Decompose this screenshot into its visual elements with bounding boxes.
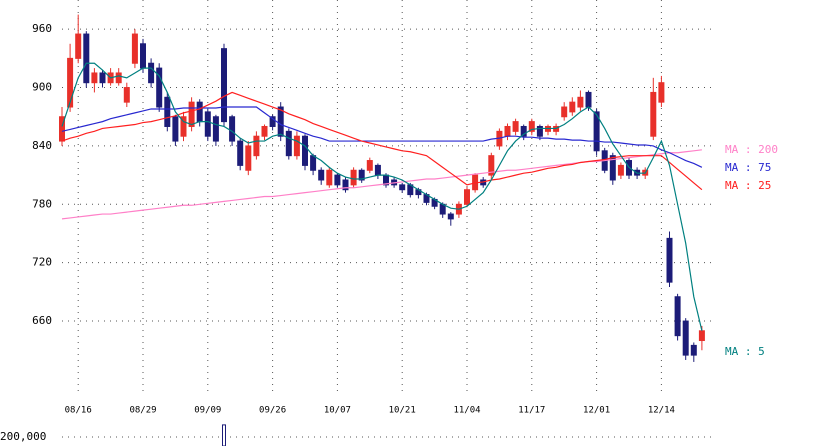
candle-body [123, 87, 130, 103]
candle-body [658, 82, 665, 103]
candle-body [520, 125, 527, 137]
candle-body [528, 121, 535, 132]
legend-label: MA : 25 [725, 179, 771, 192]
candle-body [212, 116, 219, 142]
candle-body [261, 125, 268, 137]
candle-body [204, 111, 211, 137]
candle-body [366, 160, 373, 171]
candle-body [666, 237, 673, 283]
candle-body [269, 116, 276, 127]
candle-body [140, 43, 146, 69]
x-tick-label: 08/29 [129, 406, 156, 416]
x-tick-label: 10/07 [324, 406, 351, 416]
candle-body [277, 106, 284, 137]
candle-body [504, 125, 511, 137]
x-tick-label: 09/09 [194, 406, 221, 416]
candle-body [617, 164, 624, 176]
candle-body [577, 96, 584, 108]
candle-body [75, 33, 82, 59]
candle-body [569, 101, 576, 113]
candle-body [682, 320, 689, 356]
candle-body [593, 111, 600, 152]
ma-line [61, 149, 702, 220]
x-tick-label: 12/14 [648, 406, 675, 416]
x-tick-label: 11/04 [453, 406, 480, 416]
candle-body [148, 62, 155, 84]
legend-label: MA : 5 [725, 345, 765, 358]
y-tick-label: 900 [32, 81, 52, 94]
candle-body [99, 72, 106, 84]
candle-body [488, 155, 495, 176]
y-tick-label: 780 [32, 197, 52, 210]
y-tick-label: 660 [32, 314, 52, 327]
legend-label: MA : 200 [725, 143, 778, 156]
volume-bar [222, 424, 226, 446]
candle-body [172, 116, 179, 142]
candle-body [698, 330, 705, 342]
candle-body [650, 91, 657, 137]
x-tick-label: 11/17 [518, 406, 545, 416]
legend-label: MA : 75 [725, 161, 771, 174]
candle-body [293, 135, 300, 157]
candle-body [237, 140, 244, 166]
candle-body [334, 174, 341, 186]
candle-body [221, 48, 227, 123]
candle-body [536, 125, 543, 137]
ma-line [61, 91, 703, 191]
candle-body [358, 169, 365, 181]
candle-body [180, 116, 187, 137]
candle-body [115, 72, 122, 84]
candle-body [350, 169, 357, 186]
candle-body [91, 72, 98, 84]
x-tick-label: 09/26 [259, 406, 286, 416]
candle-body [609, 155, 616, 181]
x-tick-label: 12/01 [583, 406, 610, 416]
candle-body [342, 179, 349, 191]
ma-line [61, 62, 703, 331]
candle-body [188, 101, 195, 127]
candle-body [310, 155, 317, 171]
candle-body [164, 96, 171, 127]
candle-body [674, 296, 681, 337]
candle-body [399, 184, 406, 191]
candle-body [285, 130, 292, 157]
candle-body [561, 106, 568, 118]
candle-body [131, 33, 138, 64]
candle-body [302, 135, 308, 166]
y-tick-label: 840 [32, 139, 52, 152]
y-tick-label: 720 [32, 256, 52, 269]
x-tick-label: 08/16 [65, 406, 92, 416]
candle-body [196, 101, 203, 123]
candle-body [326, 169, 333, 186]
ma-line [61, 106, 703, 168]
candle-body [67, 57, 74, 108]
candle-body [253, 135, 260, 157]
volume-tick-label: 200,000 [0, 430, 46, 443]
candle-body [318, 169, 325, 181]
candle-body [512, 121, 519, 132]
candle-body [447, 213, 454, 220]
candle-body [229, 116, 236, 142]
candle-body [83, 33, 90, 84]
candle-body [245, 145, 252, 171]
candle-body [585, 91, 592, 108]
candle-body [690, 344, 697, 356]
candle-body [156, 67, 163, 108]
candle-body [374, 164, 381, 176]
candle-body [464, 189, 470, 205]
x-tick-label: 10/21 [389, 406, 416, 416]
y-tick-label: 960 [32, 22, 52, 35]
